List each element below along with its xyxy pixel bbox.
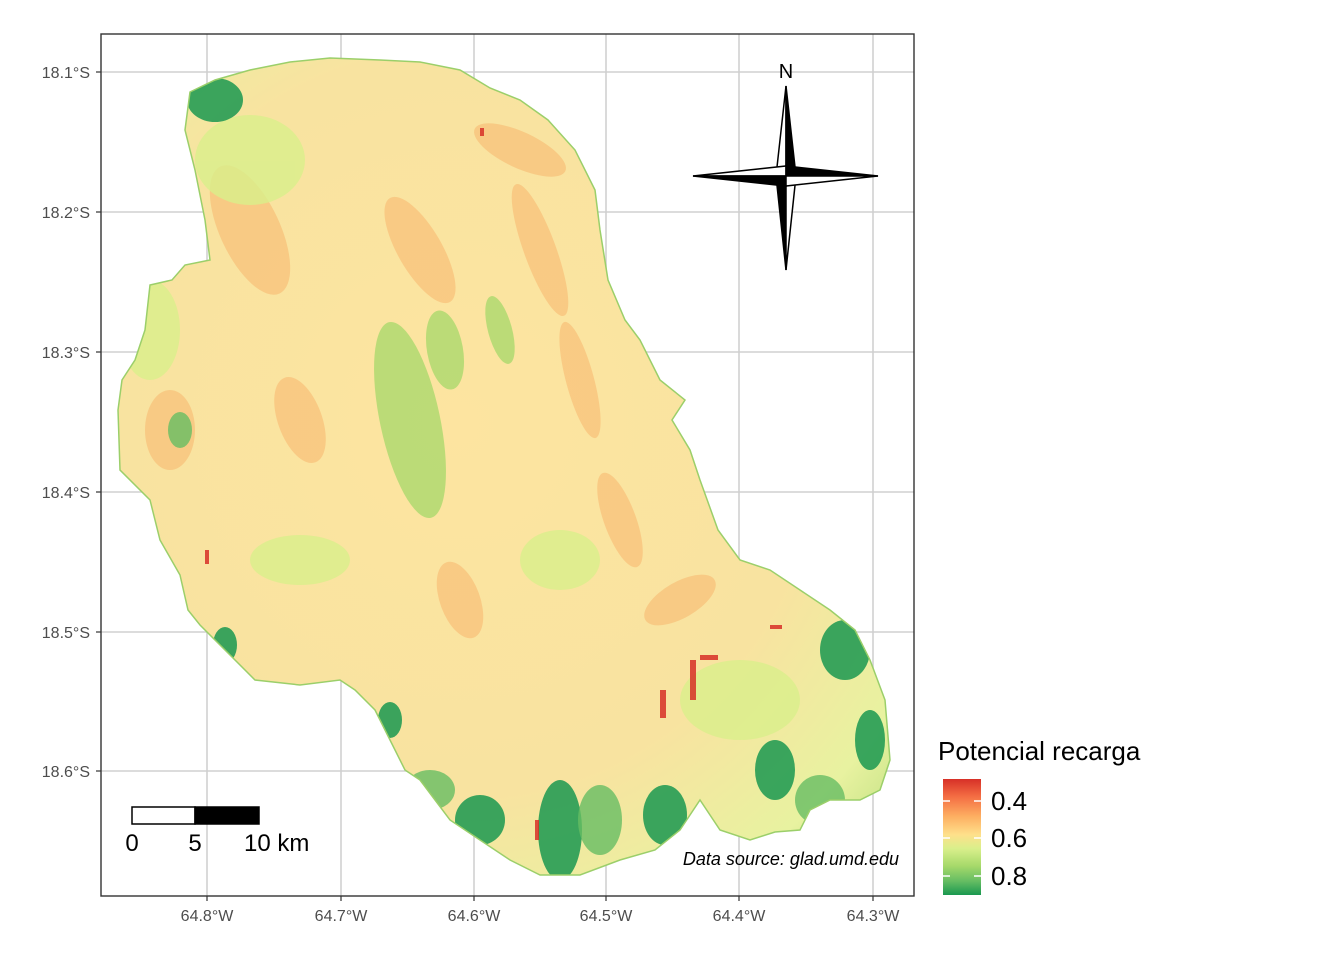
y-tick-label: 18.5°S: [42, 625, 90, 642]
scale-bar-segment-1: [131, 806, 196, 825]
legend: Potencial recarga 0.4 0.6 0.8: [938, 736, 1141, 895]
map-panel: N 0 5 10 km Dat: [100, 33, 915, 897]
x-tick-label: 64.8°W: [181, 908, 235, 925]
scale-bar: 0 5 10 km: [125, 806, 309, 857]
x-tick-label: 64.7°W: [315, 908, 369, 925]
legend-label: 0.6: [991, 823, 1027, 853]
legend-title: Potencial recarga: [938, 736, 1141, 766]
legend-colorbar: [943, 779, 981, 895]
scale-label-0: 0: [125, 830, 138, 857]
x-axis: 64.8°W 64.7°W 64.6°W 64.5°W 64.4°W 64.3°…: [181, 896, 901, 925]
scale-label-10: 10 km: [244, 830, 309, 857]
y-tick-label: 18.1°S: [42, 65, 90, 82]
y-axis: 18.1°S 18.2°S 18.3°S 18.4°S 18.5°S 18.6°…: [42, 65, 101, 781]
x-tick-label: 64.6°W: [448, 908, 502, 925]
y-tick-label: 18.6°S: [42, 764, 90, 781]
north-label: N: [779, 61, 793, 83]
y-tick-label: 18.4°S: [42, 485, 90, 502]
scale-bar-segment-2: [194, 806, 260, 825]
scale-label-5: 5: [188, 830, 201, 857]
y-tick-label: 18.2°S: [42, 205, 90, 222]
x-tick-label: 64.4°W: [713, 908, 767, 925]
basin-outline: [117, 57, 891, 876]
x-tick-label: 64.3°W: [847, 908, 901, 925]
y-tick-label: 18.3°S: [42, 345, 90, 362]
panel-border: [100, 33, 915, 897]
x-tick-label: 64.5°W: [580, 908, 634, 925]
data-source-credit: Data source: glad.umd.edu: [683, 849, 899, 869]
north-arrow: N: [692, 61, 879, 271]
legend-label: 0.4: [991, 786, 1027, 816]
compass-rose-icon: [692, 85, 879, 271]
legend-label: 0.8: [991, 861, 1027, 891]
